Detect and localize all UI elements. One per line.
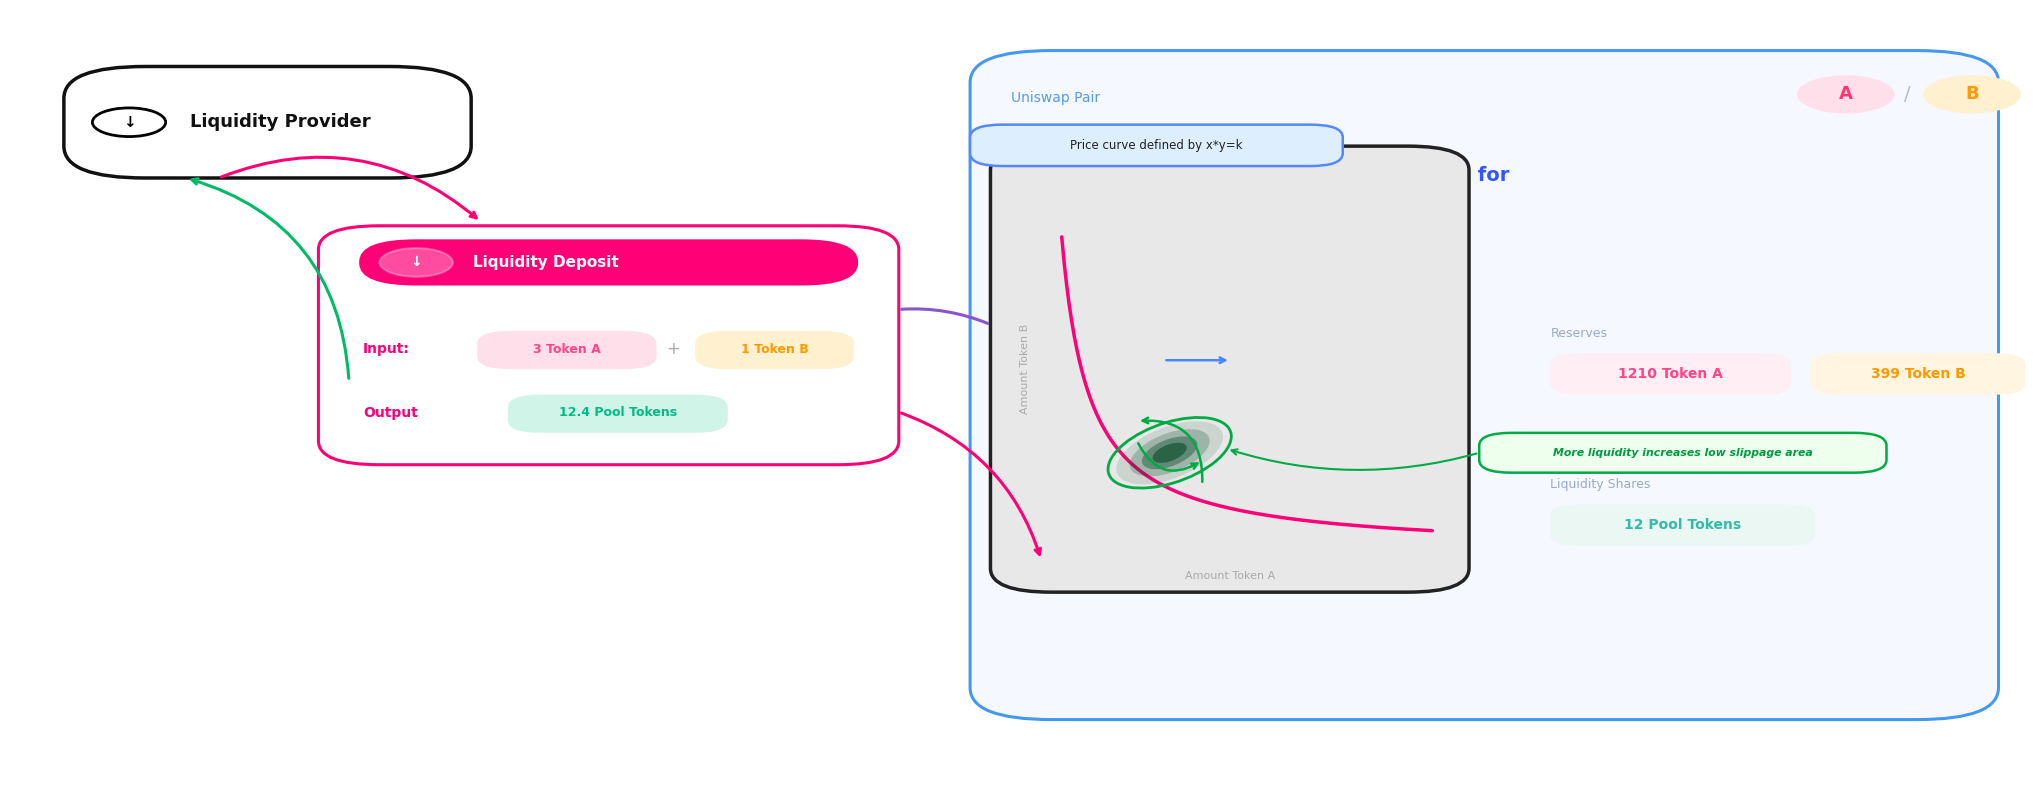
Text: Output: Output <box>363 406 419 420</box>
Text: Reserves: Reserves <box>1550 326 1607 340</box>
Text: Liquidity Shares: Liquidity Shares <box>1550 478 1650 491</box>
Text: B: B <box>1964 85 1979 103</box>
Text: Uniswap Pair: Uniswap Pair <box>1011 91 1101 105</box>
FancyBboxPatch shape <box>1811 353 2026 395</box>
Ellipse shape <box>1141 436 1197 469</box>
Circle shape <box>380 248 453 277</box>
FancyBboxPatch shape <box>508 395 727 433</box>
Text: Amount Token B: Amount Token B <box>1021 324 1029 415</box>
FancyBboxPatch shape <box>359 239 858 286</box>
Ellipse shape <box>1152 443 1186 463</box>
Circle shape <box>92 108 165 136</box>
Text: ↓: ↓ <box>123 115 135 130</box>
Text: 12 Pool Tokens: 12 Pool Tokens <box>1623 518 1742 533</box>
Text: Increased liquidity reduces price slippage for: Increased liquidity reduces price slippa… <box>1011 166 1509 185</box>
Text: 3 Token A: 3 Token A <box>533 342 600 356</box>
Text: Price curve defined by x*y=k: Price curve defined by x*y=k <box>1070 139 1244 152</box>
FancyBboxPatch shape <box>63 67 472 178</box>
Text: trades.: trades. <box>1011 222 1088 241</box>
Circle shape <box>1797 75 1895 114</box>
FancyBboxPatch shape <box>1550 504 1815 546</box>
Text: /: / <box>1903 85 1909 104</box>
Ellipse shape <box>1129 429 1209 476</box>
FancyBboxPatch shape <box>694 331 854 369</box>
FancyBboxPatch shape <box>970 124 1344 166</box>
Text: Amount Token A: Amount Token A <box>1184 571 1274 581</box>
FancyBboxPatch shape <box>1478 433 1887 472</box>
Text: ↓: ↓ <box>410 255 423 269</box>
Text: Liquidity Deposit: Liquidity Deposit <box>474 255 619 270</box>
FancyBboxPatch shape <box>1550 353 1791 395</box>
Text: Liquidity Provider: Liquidity Provider <box>190 113 372 132</box>
Circle shape <box>1924 75 2022 114</box>
Text: 1 Token B: 1 Token B <box>741 342 809 356</box>
FancyBboxPatch shape <box>478 331 655 369</box>
Text: 399 Token B: 399 Token B <box>1870 367 1966 381</box>
Text: A: A <box>1840 85 1852 103</box>
Text: Input:: Input: <box>363 342 410 356</box>
FancyBboxPatch shape <box>970 51 1999 719</box>
Ellipse shape <box>1117 421 1223 484</box>
Text: 12.4 Pool Tokens: 12.4 Pool Tokens <box>560 407 676 419</box>
Text: More liquidity increases low slippage area: More liquidity increases low slippage ar… <box>1554 448 1813 458</box>
Text: 1210 Token A: 1210 Token A <box>1617 367 1723 381</box>
Text: +: + <box>666 340 680 358</box>
FancyBboxPatch shape <box>319 226 898 464</box>
FancyBboxPatch shape <box>990 146 1468 592</box>
